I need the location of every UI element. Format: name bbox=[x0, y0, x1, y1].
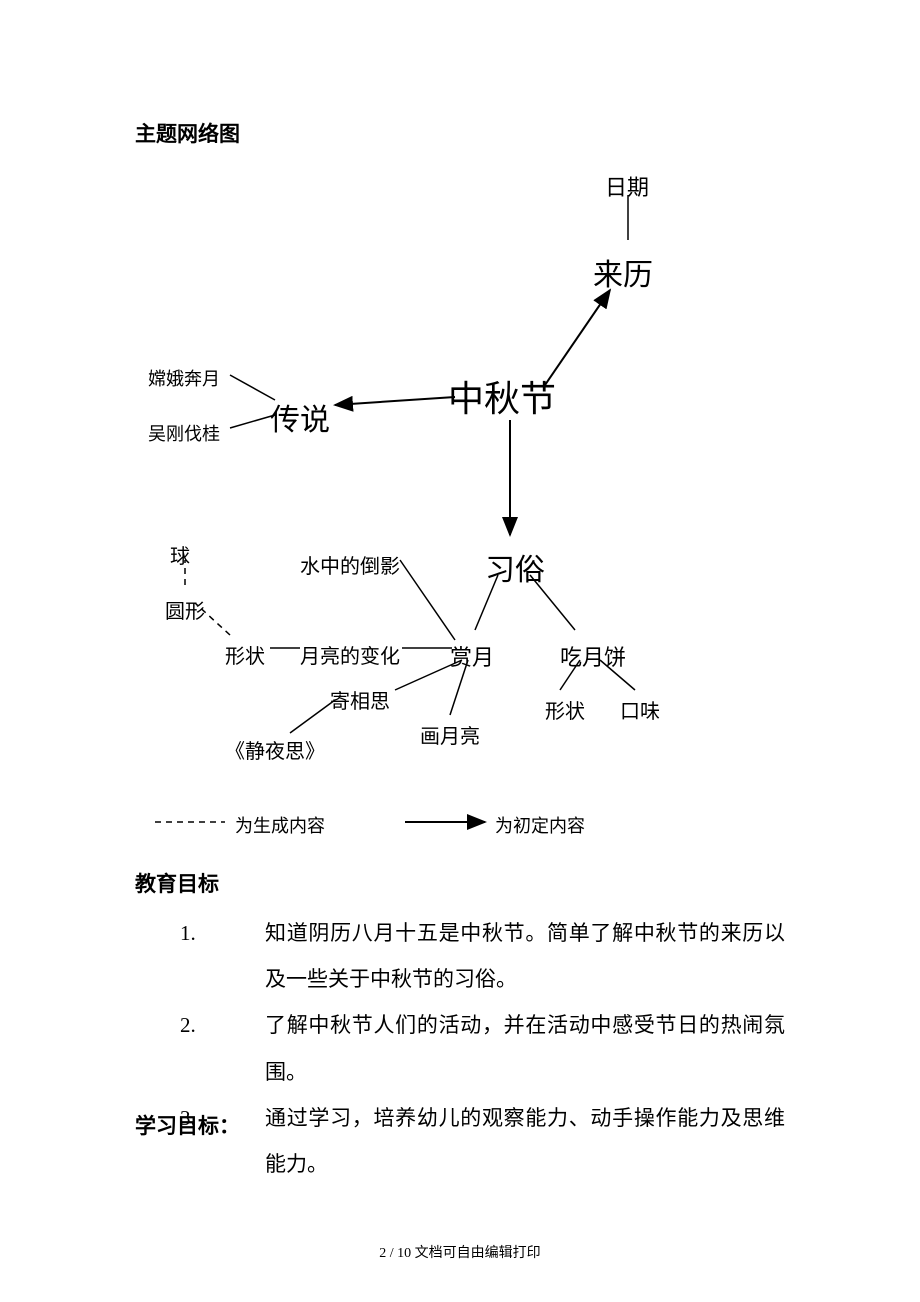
node-xisu: 习俗 bbox=[485, 545, 545, 589]
diagram-edge bbox=[290, 700, 335, 733]
node-jingyesi: 《静夜思》 bbox=[225, 735, 325, 764]
node-wugang: 吴刚伐桂 bbox=[148, 420, 220, 446]
node-xingzhuang: 形状 bbox=[225, 640, 265, 669]
node-jixiangsi: 寄相思 bbox=[330, 685, 390, 714]
list-number: 1. bbox=[135, 910, 265, 1002]
diagram-edge bbox=[230, 415, 275, 428]
legend-arrow-label: 为初定内容 bbox=[495, 812, 585, 838]
node-chuanshuo: 传说 bbox=[270, 395, 330, 439]
list-number: 3. bbox=[135, 1095, 265, 1187]
list-item: 2. 了解中秋节人们的活动，并在活动中感受节日的热闹氛围。 bbox=[135, 1002, 785, 1094]
node-yueliang: 月亮的变化 bbox=[300, 640, 400, 669]
diagram-edge bbox=[230, 375, 275, 400]
list-item: 1. 知道阴历八月十五是中秋节。简单了解中秋节的来历以及一些关于中秋节的习俗。 bbox=[135, 910, 785, 1002]
diagram-edge bbox=[335, 397, 455, 405]
legend-dash-label: 为生成内容 bbox=[235, 812, 325, 838]
list-text: 知道阴历八月十五是中秋节。简单了解中秋节的来历以及一些关于中秋节的习俗。 bbox=[265, 910, 785, 1002]
list-item: 3. 通过学习，培养幼儿的观察能力、动手操作能力及思维能力。 bbox=[135, 1095, 785, 1187]
page-footer: 2 / 10 文档可自由编辑打印 bbox=[0, 1242, 920, 1262]
list-text: 了解中秋节人们的活动，并在活动中感受节日的热闹氛围。 bbox=[265, 1002, 785, 1094]
node-kouwei: 口味 bbox=[620, 695, 660, 724]
node-shuizhong: 水中的倒影 bbox=[300, 550, 400, 579]
heading-education-goals: 教育目标 bbox=[135, 868, 219, 898]
list-text: 通过学习，培养幼儿的观察能力、动手操作能力及思维能力。 bbox=[265, 1095, 785, 1187]
node-shangyue: 赏月 bbox=[450, 640, 494, 672]
node-change: 嫦娥奔月 bbox=[148, 365, 220, 391]
goals-list: 1. 知道阴历八月十五是中秋节。简单了解中秋节的来历以及一些关于中秋节的习俗。 … bbox=[135, 910, 785, 1187]
page: 主题网络图 中秋节来历日期传说嫦娥奔月吴刚伐桂习俗赏月吃月饼形状口味水中的倒影月… bbox=[0, 0, 920, 1302]
node-laili: 来历 bbox=[593, 250, 653, 294]
node-center: 中秋节 bbox=[448, 370, 556, 422]
node-huayueliang: 画月亮 bbox=[420, 720, 480, 749]
node-qiu: 球 bbox=[170, 540, 190, 569]
diagram-edge bbox=[400, 560, 455, 640]
node-riqi: 日期 bbox=[605, 170, 649, 202]
node-yuanxing: 圆形 bbox=[165, 595, 205, 624]
heading-learning-goals: 学习目标： bbox=[135, 1110, 240, 1140]
node-xz2: 形状 bbox=[545, 695, 585, 724]
list-number: 2. bbox=[135, 1002, 265, 1094]
node-chiyuebing: 吃月饼 bbox=[560, 640, 626, 672]
